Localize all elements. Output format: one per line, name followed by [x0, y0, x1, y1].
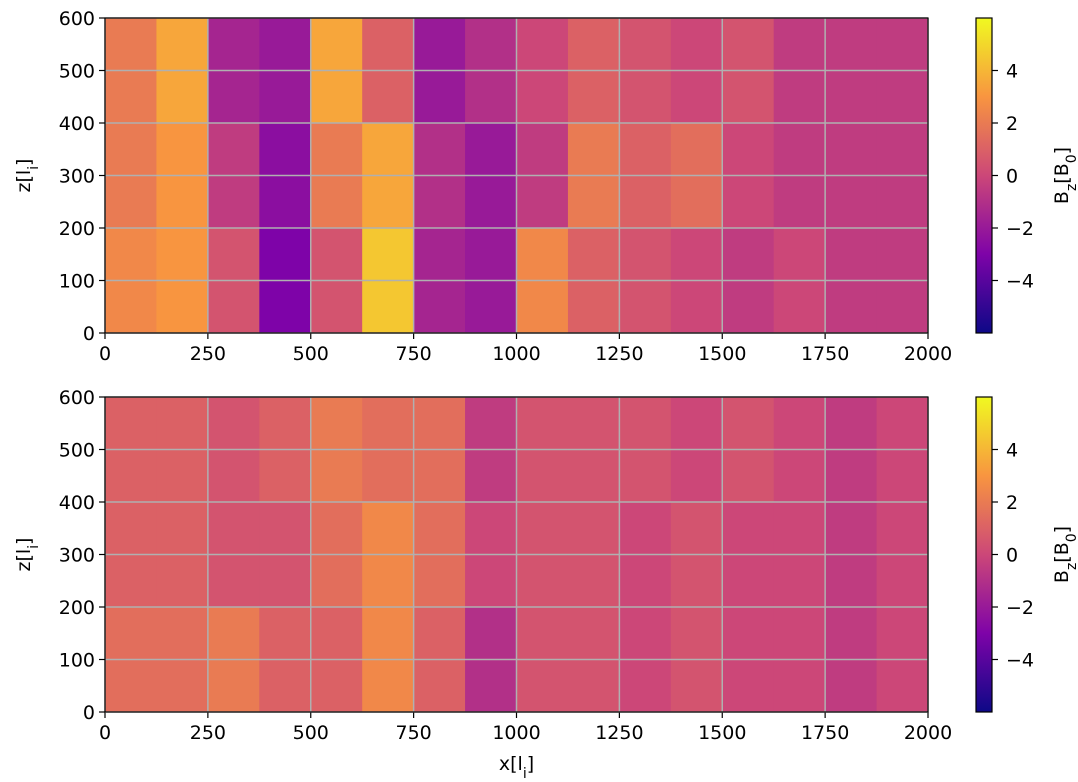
colorbar — [975, 396, 993, 713]
x-tick-label: 2000 — [904, 343, 952, 365]
x-tick-label: 2000 — [904, 722, 952, 744]
y-tick-label: 400 — [59, 113, 95, 135]
y-axis-label-part: i — [26, 166, 42, 170]
plot-frame — [104, 17, 929, 334]
y-axis-label: z[li] — [13, 538, 42, 572]
colorbar-label-part: B — [1051, 191, 1073, 204]
colorbar-tick-label: −2 — [1006, 218, 1034, 240]
x-axis-label: x[li] — [499, 753, 534, 782]
colorbar-tick-label: 0 — [1006, 166, 1018, 188]
y-tick-label: 600 — [59, 8, 95, 30]
y-axis-label: z[li] — [13, 159, 42, 193]
colorbar — [975, 17, 993, 334]
x-tick-label: 250 — [190, 343, 226, 365]
x-tick-label: 1000 — [492, 343, 540, 365]
colorbar-label-part: ] — [1051, 526, 1073, 533]
colorbar-tick-label: 2 — [1006, 113, 1018, 135]
x-axis-label-part: i — [523, 766, 527, 782]
colorbar-tick-label: −2 — [1006, 597, 1034, 619]
y-tick-label: 500 — [59, 440, 95, 462]
x-axis-label-part: x[l — [499, 753, 523, 775]
x-tick-label: 0 — [99, 722, 111, 744]
y-tick-label: 200 — [59, 218, 95, 240]
x-tick-label: 750 — [395, 343, 431, 365]
colorbar-tick-label: 0 — [1006, 545, 1018, 567]
x-tick-label: 1750 — [801, 722, 849, 744]
y-tick-label: 0 — [83, 323, 95, 345]
colorbar-tick-label: 4 — [1006, 61, 1018, 83]
y-tick-label: 400 — [59, 492, 95, 514]
y-tick-label: 100 — [59, 650, 95, 672]
x-tick-label: 1000 — [492, 722, 540, 744]
x-axis-label-part: ] — [527, 753, 534, 775]
x-tick-label: 1500 — [698, 343, 746, 365]
x-tick-label: 1250 — [595, 722, 643, 744]
colorbar-tick-label: −4 — [1006, 271, 1034, 293]
x-tick-label: 1750 — [801, 343, 849, 365]
colorbar-tick-label: 2 — [1006, 492, 1018, 514]
colorbar-label: Bz[B0] — [1051, 147, 1078, 204]
x-tick-label: 0 — [99, 343, 111, 365]
colorbar-label-part: 0 — [1064, 154, 1078, 163]
colorbar-tick-label: −4 — [1006, 650, 1034, 672]
y-tick-label: 300 — [59, 166, 95, 188]
y-axis-label-part: z[l — [13, 549, 35, 572]
x-tick-label: 500 — [293, 343, 329, 365]
colorbar-label: Bz[B0] — [1051, 526, 1078, 583]
colorbar-label-part: B — [1051, 570, 1073, 583]
y-tick-label: 500 — [59, 61, 95, 83]
x-tick-label: 1250 — [595, 343, 643, 365]
colorbar-label-part: [B — [1051, 542, 1073, 562]
y-tick-label: 200 — [59, 597, 95, 619]
y-axis-label-part: ] — [13, 538, 35, 545]
y-tick-label: 100 — [59, 271, 95, 293]
colorbar-label-part: [B — [1051, 163, 1073, 183]
y-axis-label-part: ] — [13, 159, 35, 166]
x-tick-label: 500 — [293, 722, 329, 744]
x-tick-label: 250 — [190, 722, 226, 744]
plot-frame — [104, 396, 929, 713]
colorbar-label-part: ] — [1051, 147, 1073, 154]
y-axis-label-part: z[l — [13, 170, 35, 193]
x-tick-label: 1500 — [698, 722, 746, 744]
y-tick-label: 300 — [59, 545, 95, 567]
x-tick-label: 750 — [395, 722, 431, 744]
y-tick-label: 0 — [83, 702, 95, 724]
colorbar-label-part: z — [1064, 184, 1078, 191]
colorbar-label-part: z — [1064, 563, 1078, 570]
y-axis-label-part: i — [26, 545, 42, 549]
colorbar-label-part: 0 — [1064, 533, 1078, 542]
colorbar-tick-label: 4 — [1006, 440, 1018, 462]
y-tick-label: 600 — [59, 387, 95, 409]
